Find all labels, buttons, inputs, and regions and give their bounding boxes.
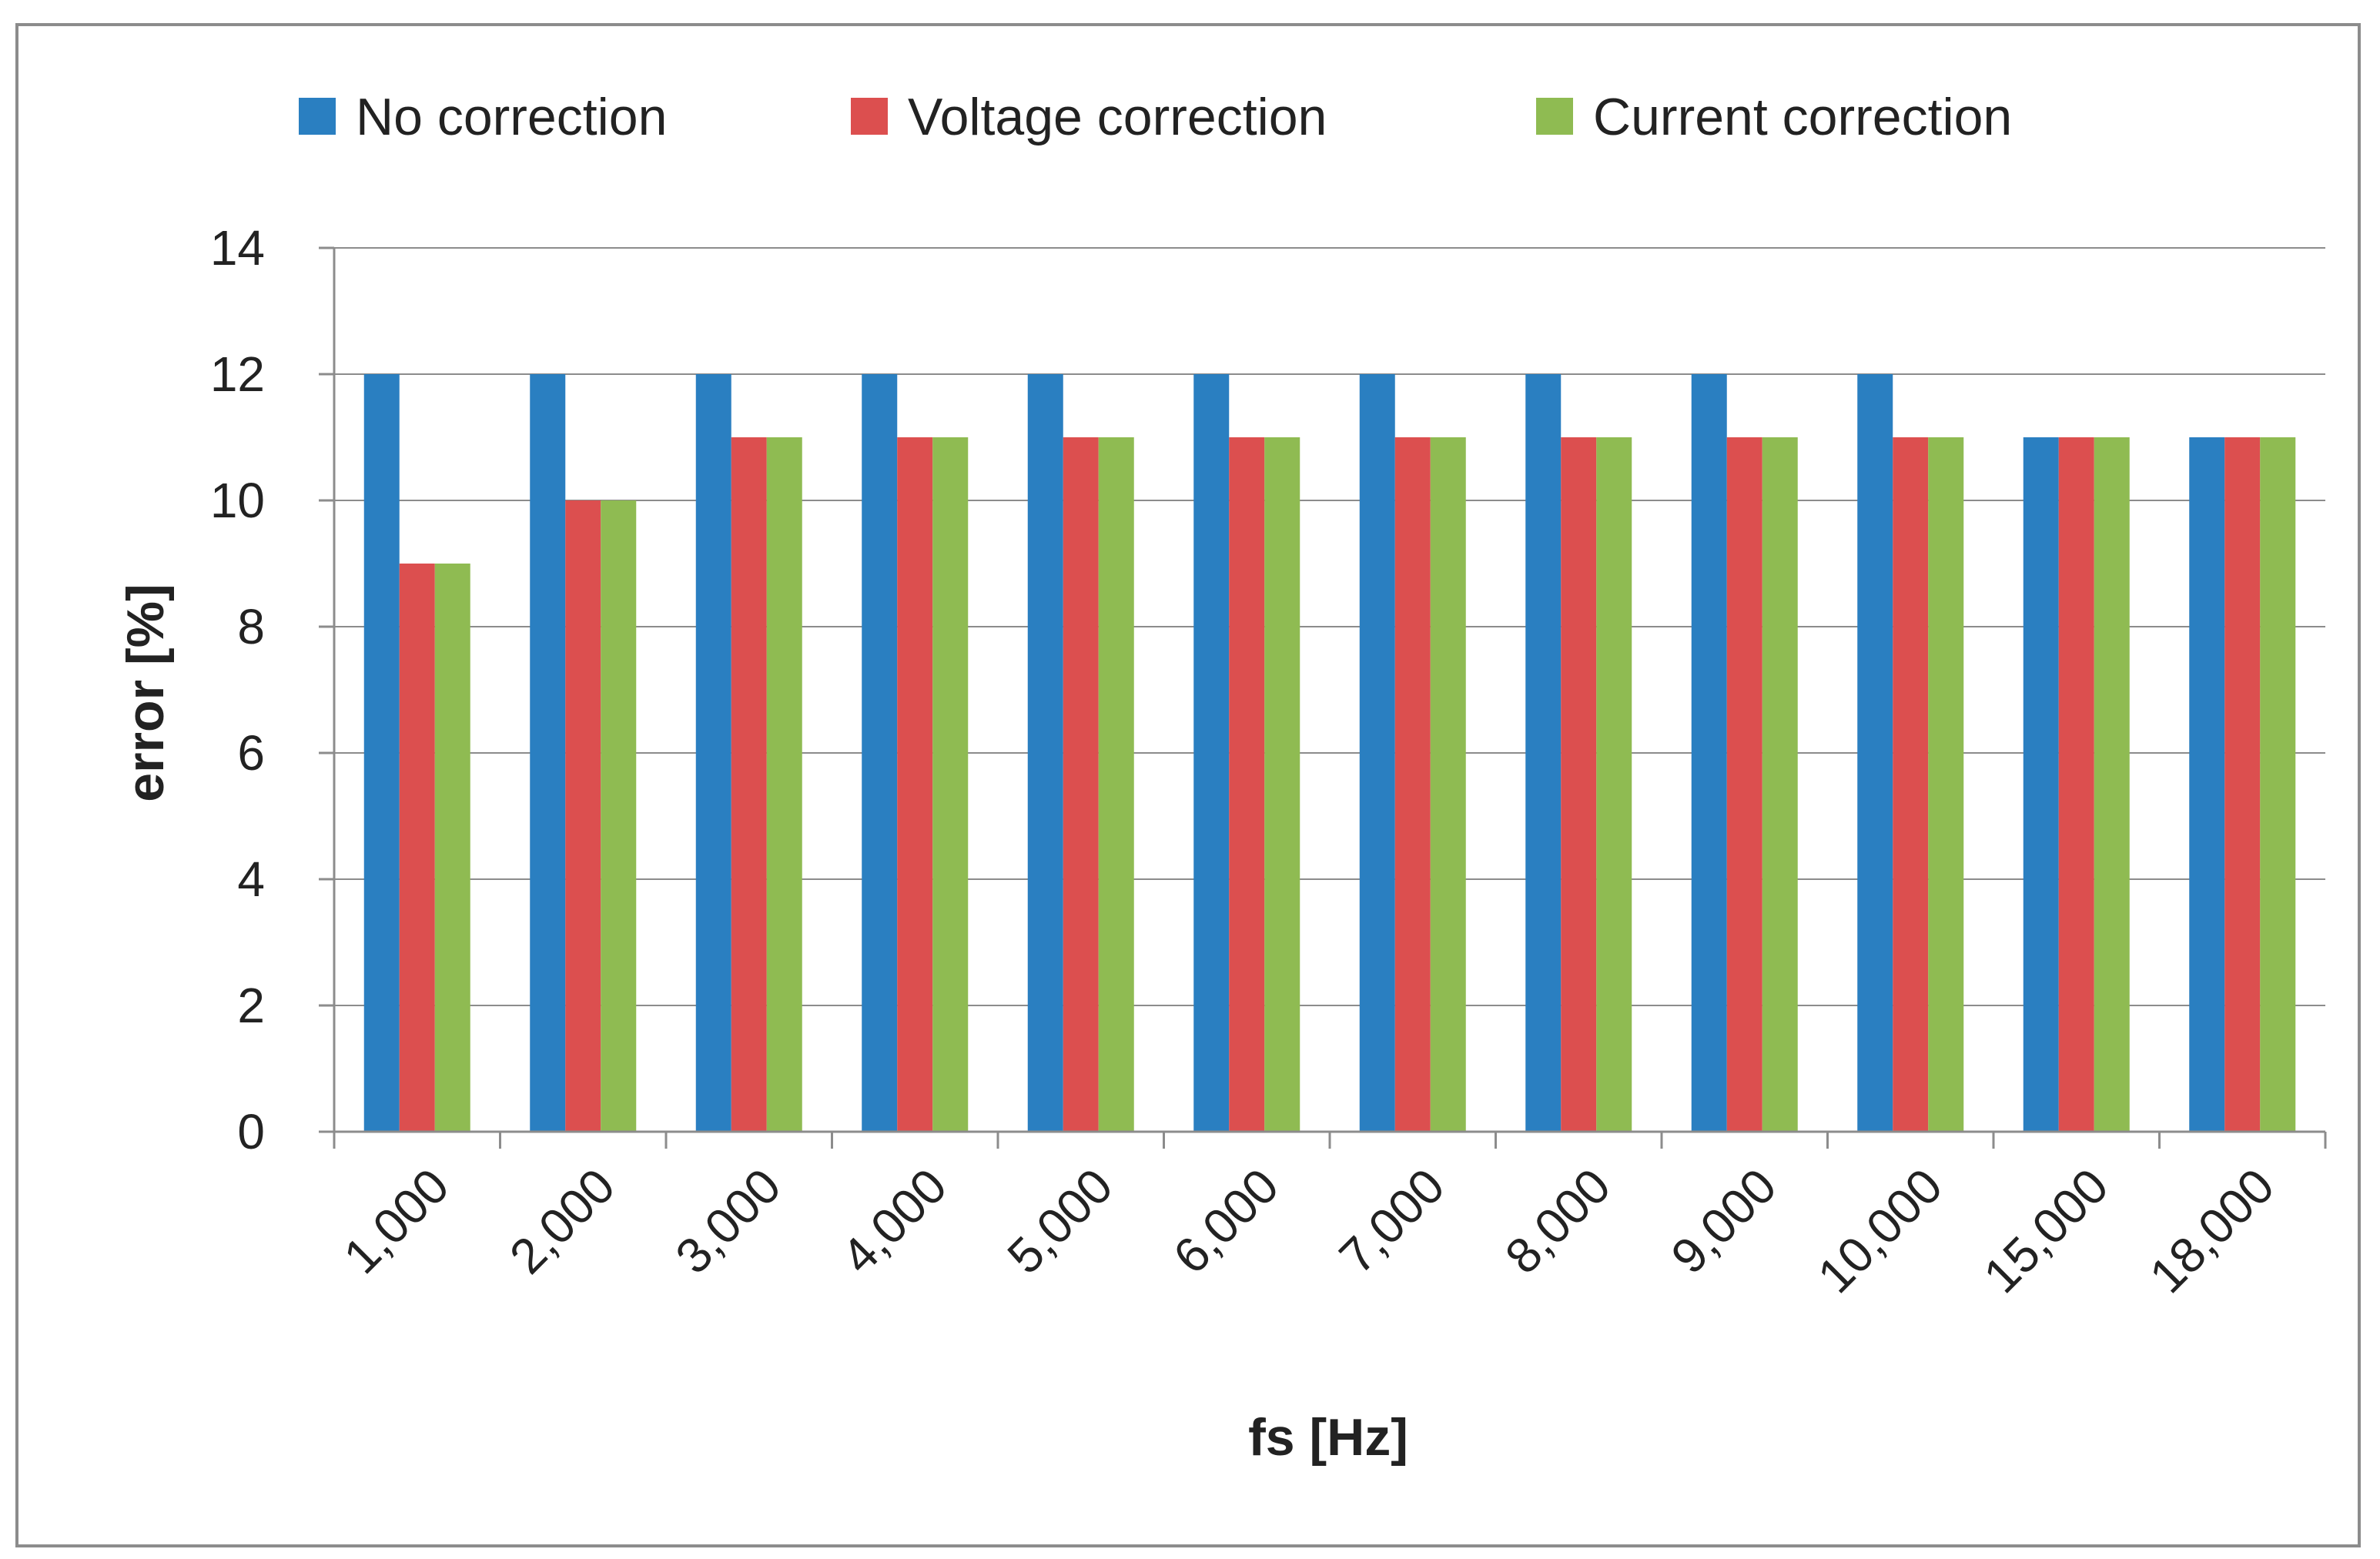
x-tick-label: 10,000 [1807,1158,1953,1303]
y-tick-label: 4 [237,851,265,907]
bar [1063,437,1099,1132]
bar [862,374,898,1132]
bar [2260,437,2296,1132]
x-tick-label: 15,000 [1973,1158,2118,1303]
bar [932,437,969,1132]
y-tick-label: 12 [210,346,265,402]
x-tick-label: 18,000 [2139,1158,2285,1303]
bar [1691,374,1727,1132]
legend-swatch [1536,98,1573,135]
y-tick-label: 14 [210,220,265,276]
y-tick-label: 10 [210,473,265,528]
x-tick-label: 6,000 [1163,1158,1289,1284]
legend-label: Voltage correction [908,88,1327,146]
bars [363,374,2296,1132]
bar [530,374,566,1132]
bar [1394,437,1431,1132]
y-tick-label: 0 [237,1104,265,1159]
gridlines [334,247,2325,1006]
legend-label: Current correction [1593,88,2012,146]
bar [1098,437,1134,1132]
bar [1229,437,1265,1132]
bar [434,564,470,1132]
axes [319,246,2327,1149]
bar [601,500,637,1132]
y-tick-label: 8 [237,599,265,654]
bar [1525,374,1562,1132]
bar [731,437,767,1132]
bar [2224,437,2261,1132]
bar [766,437,802,1132]
bar [1027,374,1063,1132]
legend: No correction Voltage correction Current c… [299,88,2012,146]
bar [1726,437,1762,1132]
bar [565,500,601,1132]
x-tick-label: 4,000 [831,1158,957,1284]
bar [2023,437,2059,1132]
legend-swatch [299,98,336,135]
bar [695,374,731,1132]
x-tick-labels: 1,000 2,000 3,000 4,000 5,000 6,000 7,000 8,000… [333,1158,2285,1303]
bar [1561,437,1597,1132]
x-tick-label: 8,000 [1495,1158,1621,1284]
x-tick-label: 7,000 [1328,1158,1454,1284]
legend-label: No correction [356,88,667,146]
bar [1762,437,1798,1132]
x-tick-label: 3,000 [664,1158,791,1284]
bar [1430,437,1466,1132]
bar [1928,437,1964,1132]
bar [897,437,933,1132]
bar [1264,437,1300,1132]
x-tick-label: 5,000 [996,1158,1123,1284]
bar [1359,374,1395,1132]
bar [1893,437,1929,1132]
x-tick-label: 9,000 [1660,1158,1786,1284]
y-axis-title: error [%] [116,584,175,801]
bar [363,374,400,1132]
bar [1193,374,1230,1132]
legend-swatch [851,98,888,135]
y-tick-labels: 0 2 4 6 8 10 12 14 [210,220,265,1159]
y-tick-label: 2 [237,978,265,1033]
bar [2094,437,2130,1132]
x-tick-label: 2,000 [499,1158,625,1284]
bar [1857,374,1893,1132]
x-tick-label: 1,000 [333,1158,459,1284]
bar [2189,437,2225,1132]
bar [1596,437,1632,1132]
bar [399,564,435,1132]
bar [2058,437,2094,1132]
x-axis-title: fs [Hz] [1248,1408,1408,1467]
y-tick-label: 6 [237,725,265,781]
